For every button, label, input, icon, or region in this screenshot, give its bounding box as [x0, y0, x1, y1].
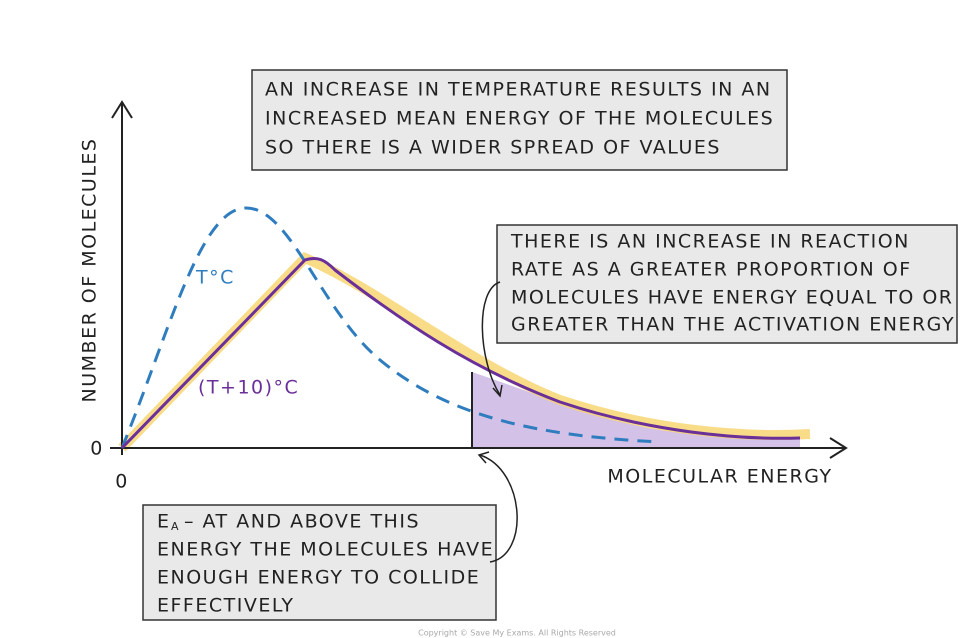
right-box-line: THERE IS AN INCREASE IN REACTION	[510, 231, 910, 253]
curve-label-high: (T+10)°C	[198, 377, 299, 399]
y-origin: 0	[90, 438, 104, 460]
shaded-area	[472, 372, 800, 448]
right-box-line: RATE AS A GREATER PROPORTION OF	[511, 259, 912, 281]
curve-low-temp	[120, 206, 661, 449]
bottom-box-line: EFFECTIVELY	[157, 595, 295, 617]
highlight	[118, 252, 811, 452]
curve-label-low: T°C	[195, 267, 235, 289]
x-origin: 0	[115, 471, 129, 493]
y-axis-label: NUMBER OF MOLECULES	[79, 138, 101, 403]
x-arrow	[829, 437, 848, 459]
curve-high-temp	[120, 256, 801, 450]
ea-symbol: E	[157, 511, 171, 533]
bottom-box-line: – AT AND ABOVE THIS	[184, 511, 420, 533]
top-box-line: SO THERE IS A WIDER SPREAD OF VALUES	[265, 137, 721, 159]
x-axis-label: MOLECULAR ENERGY	[607, 466, 832, 488]
bottom-box	[142, 504, 497, 621]
right-box-line: GREATER THAN THE ACTIVATION ENERGY	[511, 314, 955, 336]
top-box	[251, 69, 788, 171]
bottom-box-line: ENERGY THE MOLECULES HAVE	[157, 539, 494, 561]
arrow	[479, 454, 518, 563]
y-arrow	[111, 100, 133, 119]
top-box-line: INCREASED MEAN ENERGY OF THE MOLECULES	[265, 108, 774, 130]
right-box-line: MOLECULES HAVE ENERGY EQUAL TO OR	[511, 287, 954, 309]
ea-subscript: A	[171, 520, 180, 533]
arrow	[481, 281, 501, 396]
footer: Copyright © Save My Exams. All Rights Re…	[418, 629, 616, 638]
arrow-head	[492, 384, 503, 398]
top-box-line: AN INCREASE IN TEMPERATURE RESULTS IN AN	[265, 79, 772, 101]
right-box	[496, 224, 958, 344]
arrow-head	[477, 451, 490, 464]
bottom-box-line: ENOUGH ENERGY TO COLLIDE	[157, 567, 480, 589]
